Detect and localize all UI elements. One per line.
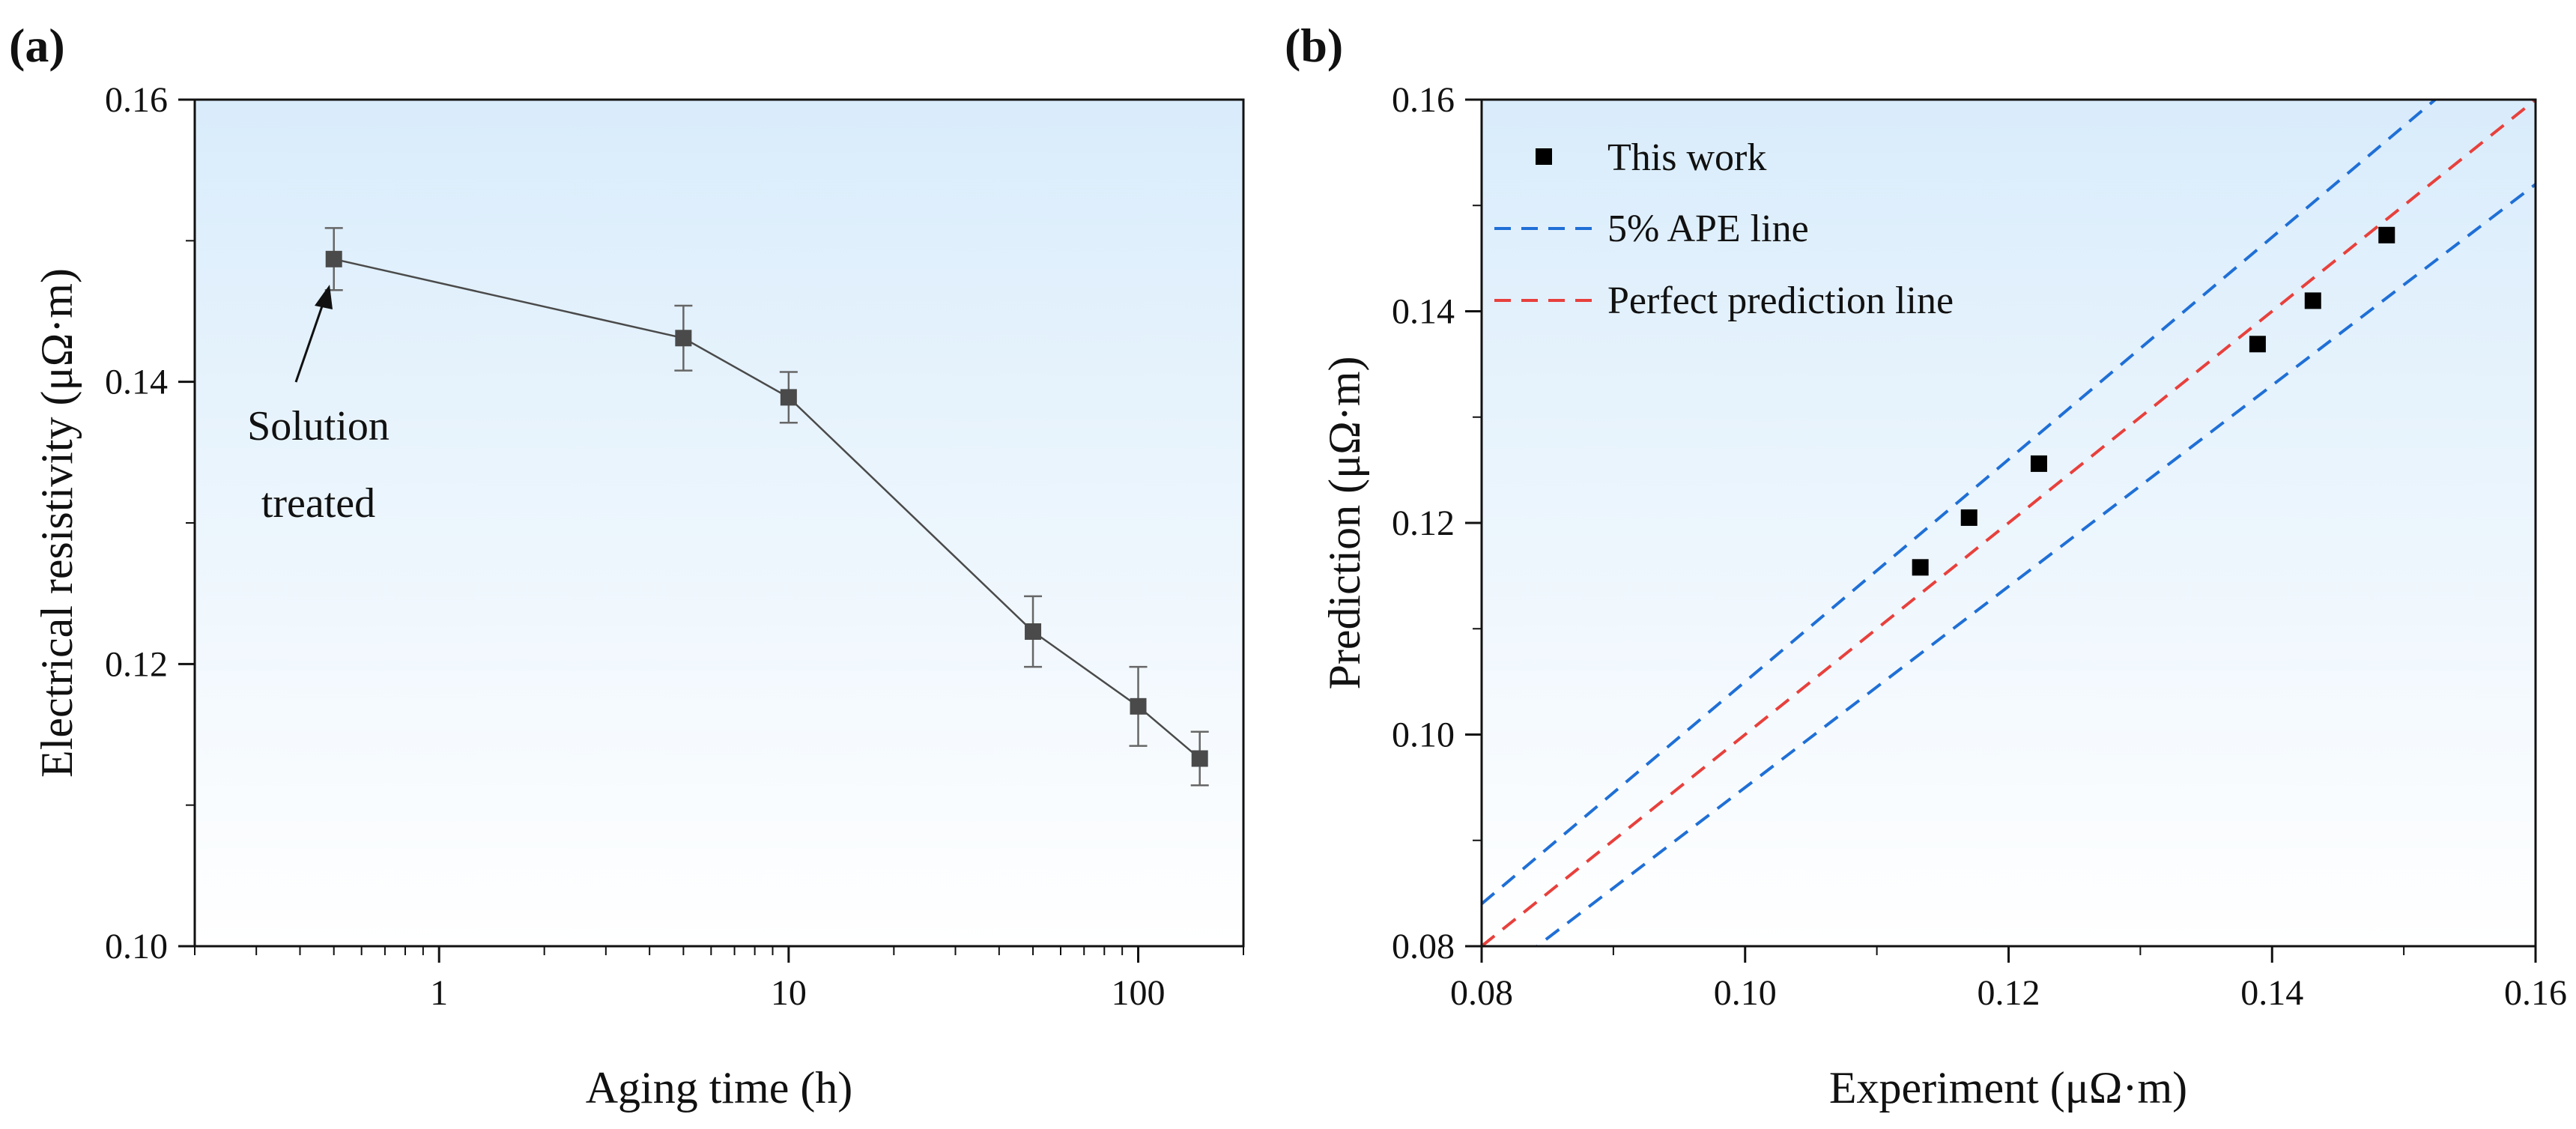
- axes-b: 0.08 0.10 0.12 0.14 0.16 0.08 0.10 0.12 0.14 0.16: [1392, 80, 2567, 1013]
- annotation-arrow-head: [315, 285, 333, 309]
- y-tick-label-b: 0.08: [1392, 927, 1455, 966]
- data-point-b: [2378, 226, 2395, 243]
- x-tick-label-b: 0.10: [1714, 973, 1777, 1013]
- x-tick-label-a: 1: [430, 973, 448, 1013]
- annotation-solution-treated: Solution treated: [247, 285, 390, 527]
- axes-a: 1 10 100 0.10 0.12 0.14 0.16: [105, 80, 1244, 1013]
- ape-upper-line: [1482, 100, 2438, 906]
- chart-panel-b: (b) 0.08 0.10 0.12 0.14 0.16 0.08 0.10 0.12 0.14…: [1285, 19, 2567, 1113]
- annotation-line-2: treated: [261, 480, 375, 527]
- y-tick-label-a: 0.10: [105, 927, 168, 966]
- plot-content-a: [324, 227, 1209, 787]
- data-point-a: [1130, 697, 1147, 715]
- data-point-a: [1191, 750, 1208, 767]
- x-tick-label-a: 10: [771, 973, 807, 1013]
- data-point-b: [2304, 292, 2321, 309]
- x-tick-label-b: 0.12: [1978, 973, 2040, 1013]
- y-tick-label-b: 0.16: [1392, 80, 1455, 120]
- data-point-a: [325, 250, 342, 267]
- annotation-line-1: Solution: [247, 403, 390, 450]
- legend-label-ape: 5% APE line: [1607, 208, 1809, 250]
- y-tick-label-a: 0.14: [105, 363, 168, 402]
- plot-area-a: [195, 100, 1243, 946]
- x-tick-label-b: 0.16: [2504, 973, 2567, 1013]
- y-axis-title-a: Electrical resistivity (μΩ·m): [32, 268, 82, 778]
- data-point-b: [1912, 559, 1929, 576]
- y-tick-label-a: 0.12: [105, 644, 168, 684]
- y-tick-label-b: 0.12: [1392, 503, 1455, 543]
- data-point-b: [1960, 509, 1978, 526]
- plot-content-b: [1482, 100, 2536, 946]
- perfect-prediction-line: [1482, 100, 2536, 946]
- data-point-a: [780, 389, 797, 406]
- series-line-a: [333, 258, 1201, 760]
- y-tick-label-a: 0.16: [105, 80, 168, 120]
- x-tick-label-a: 100: [1112, 973, 1166, 1013]
- legend-b: This work 5% APE line Perfect prediction…: [1494, 136, 1954, 322]
- data-point-b: [2030, 455, 2047, 472]
- data-point-a: [675, 330, 692, 347]
- legend-label-perfect: Perfect prediction line: [1607, 279, 1954, 322]
- data-point-a: [1025, 623, 1042, 641]
- x-tick-label-b: 0.08: [1450, 973, 1513, 1013]
- x-axis-title-a: Aging time (h): [586, 1063, 853, 1113]
- x-tick-label-b: 0.14: [2240, 973, 2303, 1013]
- y-tick-label-b: 0.14: [1392, 292, 1455, 332]
- panel-label-a: (a): [9, 19, 65, 72]
- x-axis-title-b: Experiment (μΩ·m): [1829, 1063, 2187, 1113]
- chart-panel-a: (a) 1 10 100 0.10 0.12 0.14 0.16 Aging time (h…: [9, 19, 1245, 1113]
- y-tick-label-b: 0.10: [1392, 715, 1455, 755]
- legend-label-this-work: This work: [1607, 136, 1766, 179]
- data-point-b: [2249, 336, 2266, 353]
- ape-lower-line: [1534, 183, 2536, 946]
- legend-marker-this-work: [1536, 148, 1552, 165]
- y-axis-title-b: Prediction (μΩ·m): [1320, 357, 1369, 690]
- annotation-arrow-shaft: [294, 299, 326, 383]
- panel-label-b: (b): [1285, 19, 1343, 72]
